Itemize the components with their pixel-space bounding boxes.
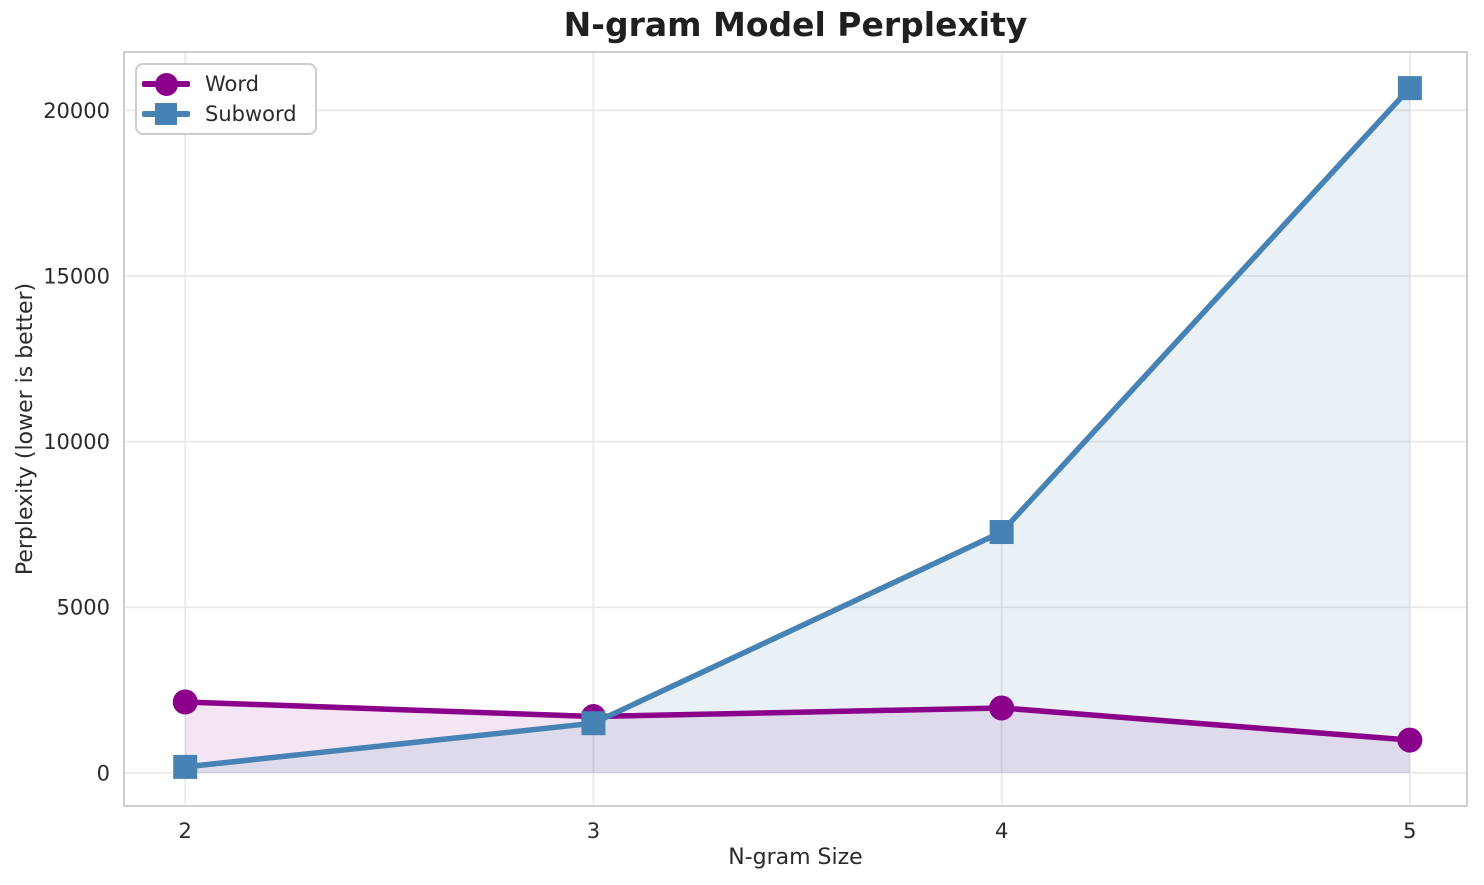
subword-marker	[173, 754, 198, 779]
x-tick-label: 4	[995, 819, 1008, 843]
y-tick-label: 10000	[43, 430, 110, 454]
y-tick-label: 15000	[43, 264, 110, 288]
legend: Word Subword	[135, 63, 317, 135]
legend-item-word: Word	[142, 70, 297, 98]
y-tick-label: 20000	[43, 99, 110, 123]
word-marker	[1397, 727, 1423, 753]
word-marker	[172, 689, 198, 715]
word-area	[185, 701, 1410, 773]
y-tick-label: 5000	[57, 596, 110, 620]
legend-label: Word	[205, 72, 259, 96]
subword-area	[185, 88, 1410, 773]
x-tick-label: 2	[179, 819, 192, 843]
circle-marker-icon	[142, 70, 190, 98]
subword-marker	[989, 520, 1014, 545]
y-tick-label: 0	[97, 761, 110, 785]
legend-item-subword: Subword	[142, 100, 297, 128]
x-tick-label: 3	[587, 819, 600, 843]
word-line	[182, 699, 1413, 743]
subword-marker	[1397, 76, 1422, 101]
y-axis-label: Perplexity (lower is better)	[13, 282, 38, 576]
subword-line	[182, 85, 1413, 770]
square-marker-icon	[142, 100, 190, 128]
x-axis-label: N-gram Size	[728, 845, 863, 870]
subword-marker	[581, 711, 606, 736]
legend-glyph-square	[155, 103, 177, 125]
x-tick-label: 5	[1403, 819, 1416, 843]
plot-border	[123, 51, 1468, 807]
chart-title: N-gram Model Perplexity	[563, 5, 1028, 44]
word-marker	[989, 695, 1015, 721]
legend-glyph-circle	[154, 72, 178, 96]
legend-label: Subword	[205, 102, 297, 126]
